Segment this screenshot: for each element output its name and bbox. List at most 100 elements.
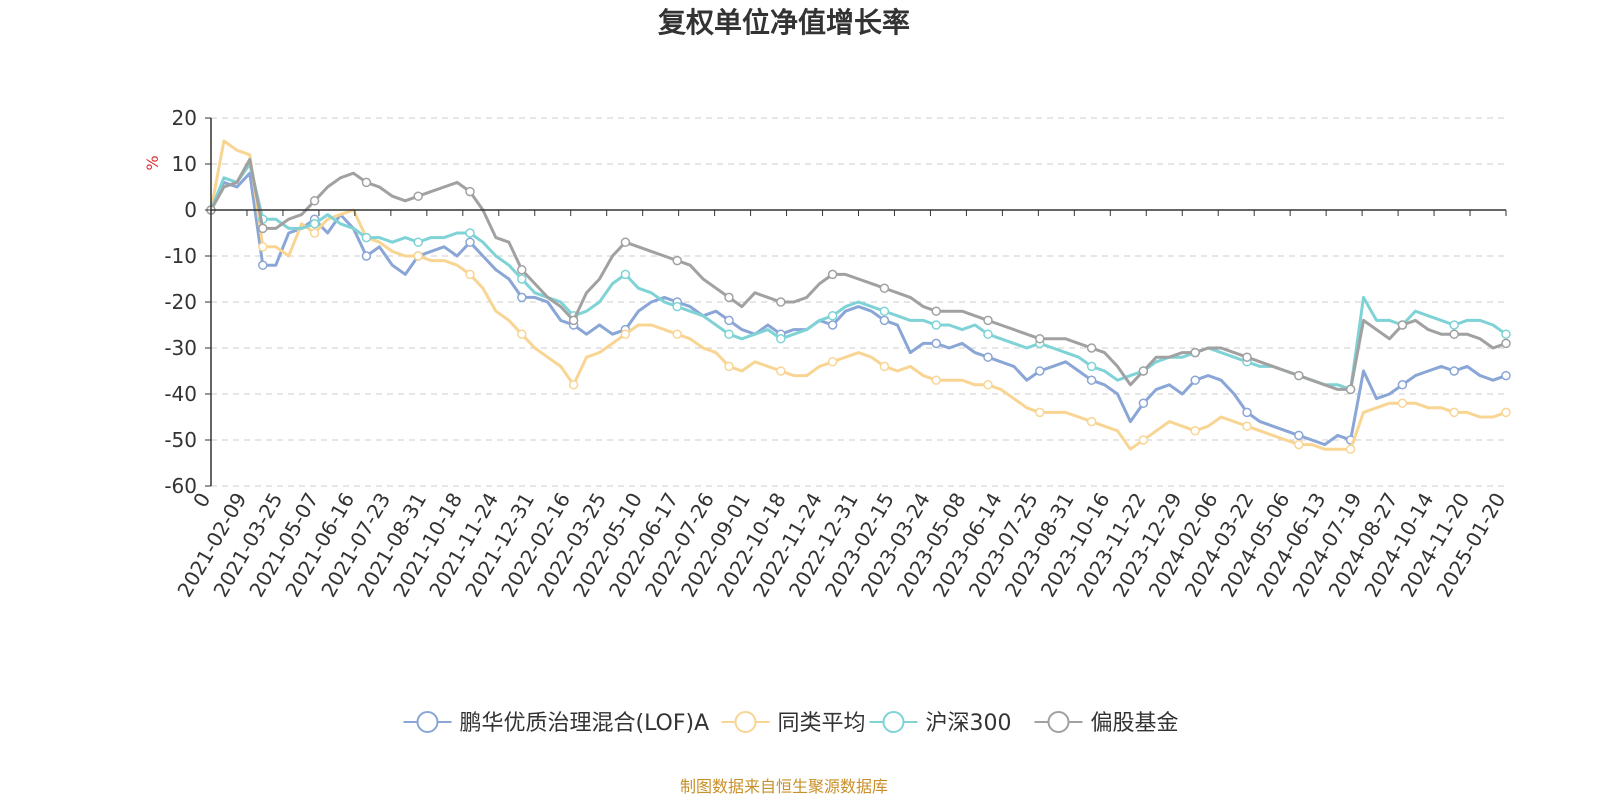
series-point: [931, 306, 941, 316]
y-tick-label: -60: [164, 474, 197, 498]
series-point: [931, 338, 941, 349]
series-point: [413, 237, 423, 247]
series-line: [209, 171, 1507, 447]
series-point: [1138, 398, 1149, 408]
series-group: [206, 157, 1511, 395]
series-point: [465, 228, 475, 238]
series-point: [465, 237, 475, 247]
legend: 鹏华优质治理混合(LOF)A 同类平均 沪深300 偏股基金: [403, 711, 1179, 736]
series-point: [517, 274, 527, 284]
x-axis-ticks: 02021-02-092021-03-252021-05-072021-06-1…: [172, 210, 1510, 601]
legend-label: 偏股基金: [1091, 711, 1179, 736]
series-point: [1138, 366, 1149, 376]
series-point: [465, 186, 475, 197]
series-point: [724, 361, 734, 372]
series-point: [568, 380, 579, 390]
series-point: [827, 320, 838, 330]
legend-swatch-marker: [882, 711, 905, 733]
series-point: [1397, 380, 1408, 390]
series-point: [879, 306, 890, 316]
series-point: [1086, 361, 1097, 372]
series-point: [724, 315, 734, 326]
series-line: [209, 157, 1507, 391]
series-point: [1294, 439, 1304, 450]
series-point: [620, 269, 631, 280]
y-axis-ticks: 20 10 0 -10 -20 -30 -40 -50 -60: [164, 106, 211, 498]
series-point: [1190, 375, 1200, 385]
series-point: [1294, 370, 1304, 381]
legend-label: 鹏华优质治理混合(LOF)A: [460, 711, 710, 736]
series-point: [361, 251, 372, 261]
y-tick-label: 0: [184, 198, 197, 222]
series-point: [983, 315, 993, 326]
series-point: [258, 260, 268, 270]
series-point: [413, 251, 423, 261]
series-point: [1086, 375, 1097, 385]
series-point: [309, 228, 320, 238]
series-point: [1294, 430, 1304, 441]
legend-item[interactable]: 偏股基金: [1034, 711, 1179, 736]
series-point: [1035, 407, 1045, 418]
series-point: [517, 292, 527, 303]
series-point: [827, 269, 838, 280]
series-point: [309, 219, 320, 229]
series-point: [724, 292, 734, 303]
series-point: [620, 237, 631, 247]
series-point: [361, 232, 372, 243]
legend-label: 同类平均: [778, 711, 866, 736]
series-point: [1035, 334, 1045, 344]
series-point: [1501, 338, 1511, 349]
series-point: [517, 265, 527, 275]
series-point: [1449, 366, 1459, 376]
series-point: [1190, 426, 1200, 436]
series-point: [1397, 320, 1408, 330]
y-axis-unit-label: %: [143, 155, 162, 170]
series-point: [1397, 398, 1408, 408]
series-point: [1138, 435, 1149, 445]
series-point: [1242, 352, 1252, 362]
legend-swatch-marker: [734, 711, 757, 733]
chart-title: 复权单位净值增长率: [658, 6, 910, 39]
series-group: [206, 139, 1511, 454]
y-tick-label: -10: [164, 244, 197, 268]
series-point: [1086, 343, 1097, 353]
series-line: [209, 162, 1507, 391]
y-tick-label: -40: [164, 382, 197, 406]
legend-label: 沪深300: [926, 711, 1012, 736]
legend-item[interactable]: 沪深300: [869, 711, 1012, 736]
legend-item[interactable]: 同类平均: [721, 711, 866, 736]
series-point: [1345, 444, 1356, 454]
legend-item[interactable]: 鹏华优质治理混合(LOF)A: [403, 711, 710, 736]
series-point: [879, 283, 890, 293]
series-point: [931, 375, 941, 385]
series-point: [258, 223, 268, 234]
series-point: [827, 357, 838, 367]
y-tick-label: -20: [164, 290, 197, 314]
series-point: [983, 380, 993, 390]
series-point: [1449, 329, 1459, 339]
series-point: [776, 366, 786, 376]
x-tick-label: 0: [188, 489, 215, 512]
series-point: [465, 269, 475, 280]
series-point: [1501, 329, 1511, 339]
series-point: [361, 177, 372, 188]
series-point: [620, 329, 631, 339]
series-point: [258, 242, 268, 252]
source-note: 制图数据来自恒生聚源数据库: [680, 777, 888, 796]
series-point: [517, 329, 527, 339]
y-tick-label: 20: [172, 106, 197, 130]
series-point: [672, 301, 682, 312]
legend-swatch-marker: [1047, 711, 1070, 733]
series-point: [776, 334, 786, 344]
series-point: [879, 315, 890, 326]
y-tick-label: -30: [164, 336, 197, 360]
series-line: [209, 139, 1507, 451]
series-point: [672, 329, 682, 339]
y-tick-label: -50: [164, 428, 197, 452]
series-point: [1345, 384, 1356, 395]
series-point: [413, 191, 423, 201]
series-point: [1190, 347, 1200, 358]
y-tick-label: 10: [172, 152, 197, 176]
series-point: [1449, 407, 1459, 418]
